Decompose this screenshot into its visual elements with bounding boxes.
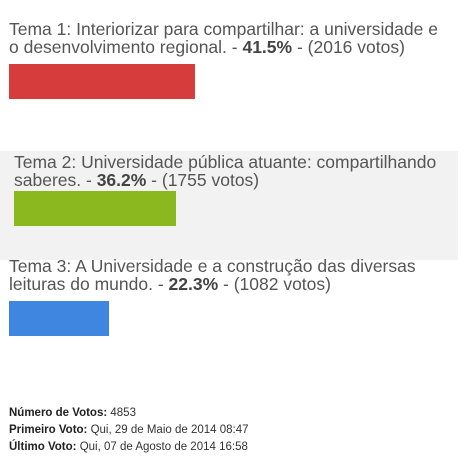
option-text: Tema 1: Interiorizar para compartilhar: … [9, 19, 438, 57]
poll-option-3: Tema 3: A Universidade e a construção da… [0, 257, 458, 336]
total-votes-line: Número de Votos: 4853 [9, 405, 249, 422]
result-bar-track [9, 301, 449, 336]
option-votes: - (2016 votos) [292, 37, 405, 57]
poll-option-label: Tema 3: A Universidade e a construção da… [9, 257, 449, 293]
option-votes: - (1082 votos) [218, 274, 331, 294]
last-vote-value: Qui, 07 de Agosto de 2014 16:58 [76, 441, 248, 453]
result-bar-track [9, 64, 449, 99]
result-bar-track [14, 191, 454, 226]
option-percent: 22.3% [168, 274, 219, 294]
result-bar [9, 64, 195, 99]
result-bar [14, 191, 177, 226]
last-vote-line: Último Voto: Qui, 07 de Agosto de 2014 1… [9, 439, 249, 456]
option-text: Tema 3: A Universidade e a construção da… [9, 256, 416, 294]
option-text: Tema 2: Universidade pública atuante: co… [14, 152, 437, 190]
last-vote-label: Último Voto: [9, 441, 77, 453]
first-vote-label: Primeiro Voto: [9, 424, 88, 436]
poll-option-1: Tema 1: Interiorizar para compartilhar: … [0, 20, 458, 99]
option-percent: 41.5% [242, 37, 293, 57]
total-votes-value: 4853 [107, 407, 136, 419]
option-votes: - (1755 votos) [146, 170, 260, 190]
poll-option-2: Tema 2: Universidade pública atuante: co… [0, 151, 458, 260]
poll-footer: Número de Votos: 4853 Primeiro Voto: Qui… [9, 405, 249, 456]
option-percent: 36.2% [96, 170, 147, 190]
first-vote-line: Primeiro Voto: Qui, 29 de Maio de 2014 0… [9, 422, 249, 439]
poll-option-label: Tema 2: Universidade pública atuante: co… [14, 153, 454, 189]
total-votes-label: Número de Votos: [9, 407, 108, 419]
result-bar [9, 301, 109, 336]
first-vote-value: Qui, 29 de Maio de 2014 08:47 [87, 424, 249, 436]
poll-option-label: Tema 1: Interiorizar para compartilhar: … [9, 20, 449, 56]
